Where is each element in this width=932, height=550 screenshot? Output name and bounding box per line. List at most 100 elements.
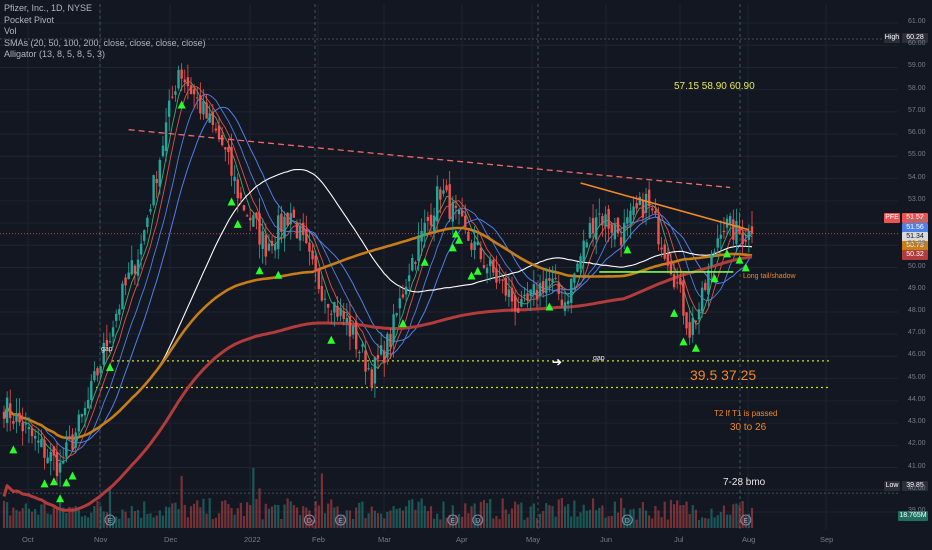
volume-bar — [457, 514, 461, 528]
volume-bar — [370, 506, 373, 528]
volume-bar — [336, 506, 339, 528]
volume-bar — [21, 508, 24, 528]
pocket-pivot-marker — [741, 263, 750, 272]
y-axis-tick-label: 55.00 — [908, 151, 926, 159]
volume-bar — [289, 501, 292, 528]
candle-body — [445, 185, 448, 191]
pocket-pivot-marker — [473, 266, 482, 275]
volume-bar — [750, 507, 754, 528]
pocket-pivot-marker — [255, 266, 264, 275]
candle-body — [750, 226, 754, 234]
volume-bar — [99, 505, 102, 528]
low-label-badge: Low — [884, 481, 900, 491]
candle-body — [24, 423, 28, 425]
candle-body — [314, 255, 317, 272]
candle-body — [404, 286, 408, 295]
y-axis-tick-label: 52.00 — [908, 218, 926, 226]
candle-body — [308, 242, 311, 252]
candle-body — [336, 305, 339, 317]
candle-body — [728, 215, 732, 225]
volume-bar — [507, 513, 510, 528]
candle-body — [33, 435, 37, 439]
volume-bar — [6, 502, 9, 528]
volume-bar — [186, 517, 189, 528]
ma200-value-badge: 50.32 — [902, 250, 928, 260]
candle-body — [302, 222, 305, 236]
last-label-badge: PFE — [884, 213, 900, 223]
volume-bar — [351, 518, 355, 528]
y-axis-tick-label: 42.00 — [908, 440, 926, 448]
candle-body — [526, 293, 529, 301]
candle-body — [161, 145, 165, 156]
volume-bar — [620, 498, 623, 528]
volume-bar — [420, 498, 423, 528]
candle-body — [464, 215, 467, 228]
volume-bar — [71, 507, 74, 528]
date-note: 7-28 bmo — [723, 477, 766, 488]
low-value-badge: 39.85 — [902, 481, 928, 491]
volume-bar — [164, 506, 168, 528]
candle-body — [192, 89, 196, 95]
candle-body — [58, 462, 62, 473]
pocket-pivot-marker — [467, 271, 476, 280]
volume-bar — [143, 501, 146, 528]
y-axis-tick-label: 40.00 — [908, 484, 926, 492]
volume-bar — [158, 510, 161, 528]
volume-bar — [576, 516, 579, 528]
candle-body — [348, 316, 352, 337]
volume-bar — [202, 498, 205, 528]
candle-body — [52, 446, 56, 456]
volume-bar — [108, 486, 112, 528]
candle-body — [747, 231, 751, 240]
volume-bar — [482, 499, 486, 528]
volume-bar — [676, 500, 679, 528]
x-axis-tick-label: Apr — [456, 535, 468, 544]
event-marker-icon — [303, 514, 315, 526]
candle-body — [305, 228, 308, 244]
candle-body — [258, 213, 261, 245]
volume-bar — [330, 499, 333, 528]
candle-body — [367, 368, 370, 370]
volume-bar — [267, 508, 271, 528]
volume-bar — [651, 518, 654, 528]
volume-bar — [582, 504, 585, 528]
candle-body — [545, 278, 548, 294]
volume-bar — [180, 475, 183, 528]
y-axis-tick-label: 49.00 — [908, 284, 926, 292]
candle-body — [548, 278, 551, 281]
volume-bar — [467, 513, 470, 528]
candle-body — [457, 209, 461, 215]
candle-body — [423, 222, 426, 237]
volume-bar — [464, 503, 467, 528]
volume-bar — [535, 518, 539, 528]
volume-bar — [161, 515, 165, 528]
volume-bar — [136, 509, 140, 528]
candle-body — [43, 440, 46, 458]
volume-bar — [691, 505, 694, 528]
candle-body — [591, 218, 595, 234]
pocket-pivot-marker — [327, 335, 336, 344]
candle-body — [199, 95, 202, 114]
volume-bar — [439, 519, 442, 528]
pocket-pivot-marker — [9, 445, 18, 454]
horizontal-levels — [0, 38, 898, 494]
candle-body — [292, 209, 296, 218]
volume-bar — [34, 509, 37, 528]
y-axis-tick-label: 54.00 — [908, 173, 926, 181]
volume-bar — [489, 499, 492, 528]
candle-body — [641, 200, 645, 218]
volume-bar — [140, 517, 143, 528]
candle-body — [566, 300, 570, 305]
candle-body — [164, 122, 168, 151]
y-axis-tick-label: 46.00 — [908, 351, 926, 359]
volume-bar — [193, 503, 196, 528]
candle-body — [18, 412, 21, 423]
pocket-pivot-marker — [710, 274, 719, 283]
volume-bar — [217, 513, 221, 528]
volume-bar — [74, 506, 77, 528]
candle-body — [280, 213, 283, 232]
volume-bar — [361, 501, 364, 528]
volume-bar — [682, 504, 685, 528]
candle-body — [676, 282, 679, 284]
